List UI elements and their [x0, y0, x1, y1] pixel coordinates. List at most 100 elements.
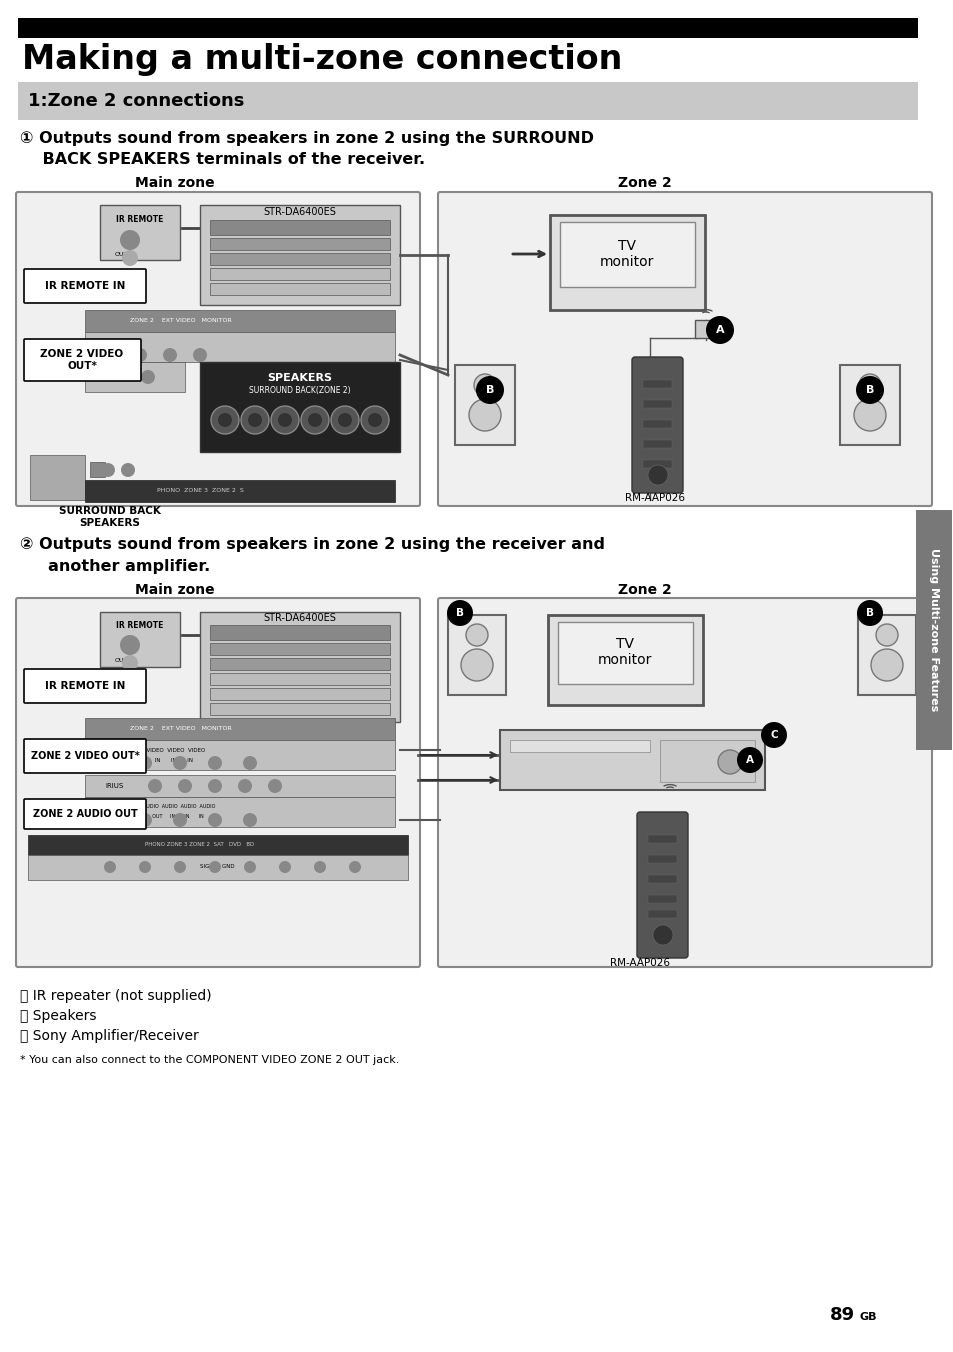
Text: Using Multi-zone Features: Using Multi-zone Features [928, 549, 938, 711]
Circle shape [243, 756, 256, 771]
Text: ZONE 2 VIDEO OUT*: ZONE 2 VIDEO OUT* [30, 750, 139, 761]
Text: * You can also connect to the COMPONENT VIDEO ZONE 2 OUT jack.: * You can also connect to the COMPONENT … [20, 1055, 399, 1065]
Circle shape [173, 861, 186, 873]
Circle shape [737, 748, 762, 773]
Text: Ⓐ IR repeater (not supplied): Ⓐ IR repeater (not supplied) [20, 990, 212, 1003]
Bar [100, 612, 180, 667]
Bar [85, 480, 395, 502]
Circle shape [368, 412, 381, 427]
Circle shape [122, 250, 138, 266]
FancyBboxPatch shape [24, 669, 146, 703]
Text: VIDEO OUT: VIDEO OUT [90, 339, 120, 345]
Circle shape [241, 406, 269, 434]
Text: B: B [865, 608, 873, 618]
Text: A: A [715, 324, 723, 335]
Bar [547, 615, 702, 704]
Circle shape [875, 625, 897, 646]
Bar [915, 510, 951, 750]
Bar [550, 215, 704, 310]
Text: SURROUND BACK
SPEAKERS: SURROUND BACK SPEAKERS [59, 506, 161, 527]
FancyBboxPatch shape [24, 740, 146, 773]
Bar [642, 460, 671, 468]
Circle shape [121, 462, 135, 477]
FancyBboxPatch shape [437, 598, 931, 967]
Text: RM-AAP026: RM-AAP026 [624, 493, 684, 503]
Bar [210, 283, 390, 295]
Bar [85, 775, 395, 796]
Circle shape [314, 861, 326, 873]
Text: IR REMOTE: IR REMOTE [116, 215, 164, 224]
Bar [659, 740, 754, 781]
Circle shape [178, 779, 192, 794]
Bar [647, 854, 677, 863]
Bar [18, 82, 917, 120]
Bar [30, 456, 85, 500]
Circle shape [447, 600, 473, 626]
Circle shape [652, 925, 672, 945]
Circle shape [308, 412, 322, 427]
Text: TV
monitor: TV monitor [598, 637, 652, 667]
Text: OUT1: OUT1 [115, 657, 132, 662]
Circle shape [760, 722, 786, 748]
Text: IRIUS: IRIUS [105, 783, 123, 790]
FancyBboxPatch shape [16, 192, 419, 506]
Bar [647, 895, 677, 903]
Circle shape [331, 406, 358, 434]
Bar [455, 365, 515, 445]
Circle shape [271, 406, 298, 434]
Bar [85, 310, 395, 333]
Bar [100, 206, 180, 260]
FancyBboxPatch shape [24, 269, 146, 303]
Circle shape [103, 813, 117, 827]
Circle shape [138, 813, 152, 827]
Text: B: B [456, 608, 463, 618]
Text: Zone 2: Zone 2 [618, 176, 671, 191]
FancyBboxPatch shape [631, 357, 682, 493]
Circle shape [120, 635, 140, 654]
Bar [857, 615, 915, 695]
Circle shape [101, 462, 115, 477]
Bar [642, 380, 671, 388]
Circle shape [277, 412, 292, 427]
Bar [840, 365, 899, 445]
Text: 89: 89 [829, 1306, 854, 1324]
Text: another amplifier.: another amplifier. [20, 560, 210, 575]
Bar [559, 222, 695, 287]
Text: AUDIO
OUT: AUDIO OUT [91, 366, 109, 377]
Circle shape [647, 465, 667, 485]
Circle shape [278, 861, 291, 873]
Bar [210, 673, 390, 685]
Text: OUT1/1: OUT1/1 [115, 671, 138, 676]
Circle shape [465, 625, 488, 646]
Bar [210, 688, 390, 700]
FancyBboxPatch shape [24, 799, 146, 829]
Text: AUDIO  AUDIO  AUDIO  AUDIO  AUDIO: AUDIO AUDIO AUDIO AUDIO AUDIO [124, 804, 215, 810]
Text: B: B [485, 385, 494, 395]
Circle shape [853, 399, 885, 431]
Text: VIDEO  VIDEO  VIDEO  VIDEO  VIDEO: VIDEO VIDEO VIDEO VIDEO VIDEO [105, 748, 205, 753]
Circle shape [855, 376, 883, 404]
Bar [642, 400, 671, 408]
FancyBboxPatch shape [637, 813, 687, 959]
Text: ① Outputs sound from speakers in zone 2 using the SURROUND: ① Outputs sound from speakers in zone 2 … [20, 131, 594, 146]
Text: ZONE 2 AUDIO OUT: ZONE 2 AUDIO OUT [32, 808, 137, 819]
Circle shape [132, 347, 147, 362]
Circle shape [138, 756, 152, 771]
Text: Main zone: Main zone [135, 583, 214, 598]
Circle shape [141, 370, 154, 384]
Bar [85, 362, 185, 392]
Text: B: B [865, 385, 873, 395]
Bar [210, 238, 390, 250]
Circle shape [243, 813, 256, 827]
Circle shape [870, 649, 902, 681]
Bar [85, 718, 395, 740]
Bar [448, 615, 505, 695]
Circle shape [718, 750, 741, 773]
Text: OUT    OUT     IN      IN      IN: OUT OUT IN IN IN [116, 757, 193, 763]
Bar [210, 625, 390, 639]
Circle shape [122, 668, 138, 684]
Text: STR-DA6400ES: STR-DA6400ES [263, 612, 336, 623]
Text: GB: GB [859, 1311, 877, 1322]
Circle shape [209, 861, 221, 873]
Circle shape [469, 399, 500, 431]
